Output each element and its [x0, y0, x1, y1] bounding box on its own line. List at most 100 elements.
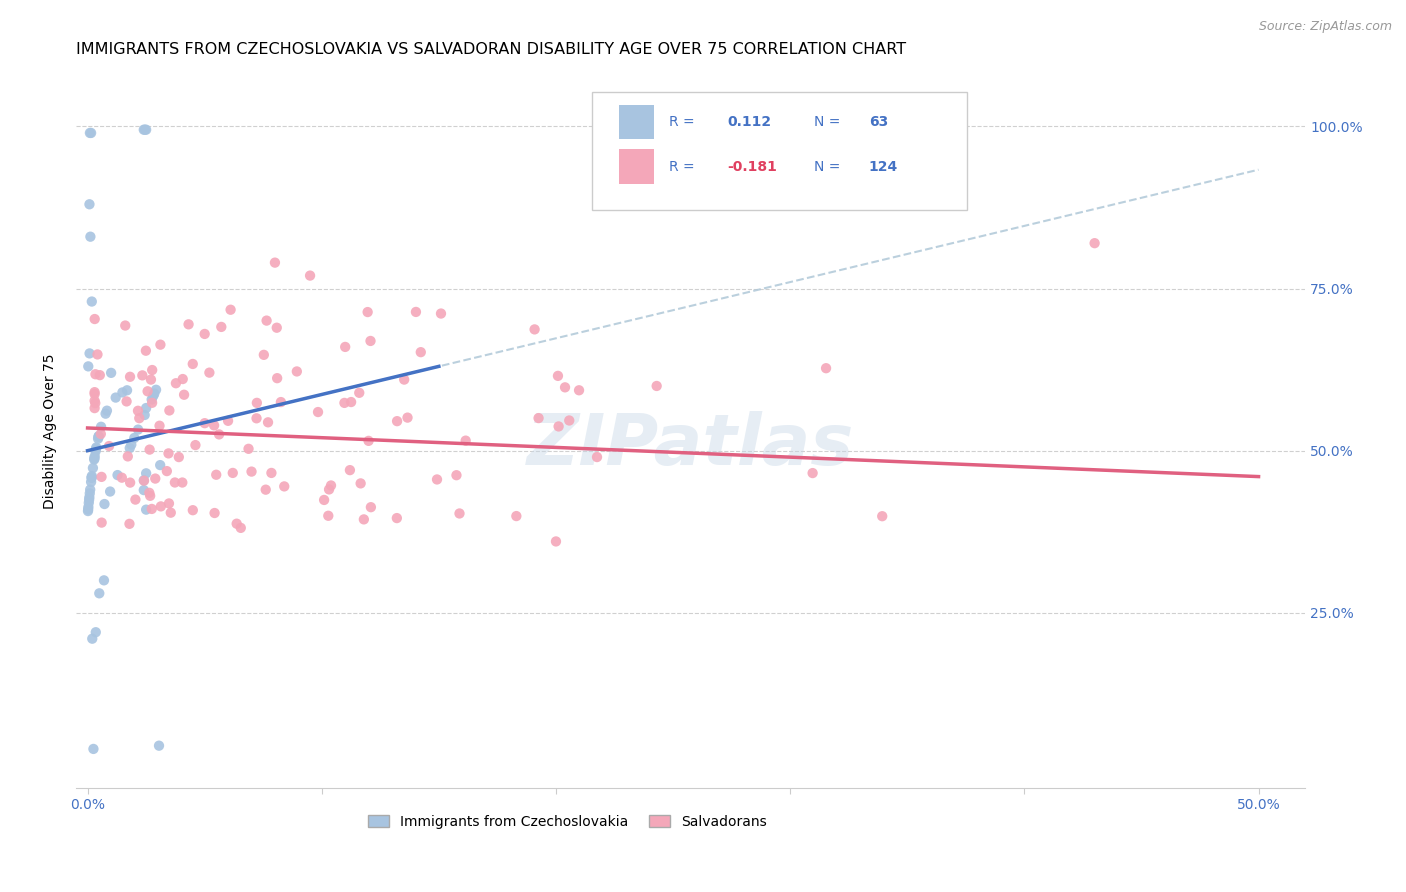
Point: [120, 475, 142, 490]
Point: [124, 431, 146, 445]
Point: [79, 126, 101, 140]
Point: [558, 413, 581, 427]
Point: [173, 388, 195, 402]
Point: [82, 742, 104, 756]
Text: IMMIGRANTS FROM CZECHOSLOVAKIA VS SALVADORAN DISABILITY AGE OVER 75 CORRELATION : IMMIGRANTS FROM CZECHOSLOVAKIA VS SALVAD…: [76, 42, 905, 57]
Point: [118, 369, 141, 384]
Point: [77, 492, 100, 507]
Point: [83, 452, 105, 467]
Point: [544, 534, 567, 549]
Point: [157, 403, 180, 417]
Point: [165, 376, 187, 391]
Point: [139, 489, 162, 503]
Point: [194, 416, 217, 430]
Point: [392, 373, 415, 387]
Point: [118, 441, 141, 455]
Point: [172, 475, 194, 490]
Point: [89, 368, 111, 383]
Point: [426, 473, 449, 487]
Point: [143, 386, 166, 401]
Point: [79, 346, 101, 360]
Point: [333, 396, 356, 410]
Point: [134, 122, 156, 136]
Point: [454, 434, 477, 448]
Point: [77, 359, 100, 374]
Point: [360, 334, 382, 348]
Point: [94, 407, 117, 421]
Point: [84, 396, 107, 410]
Point: [299, 268, 322, 283]
Y-axis label: Disability Age Over 75: Disability Age Over 75: [44, 353, 58, 509]
Point: [80, 126, 103, 140]
Point: [90, 470, 112, 484]
Point: [132, 474, 155, 488]
Point: [219, 302, 242, 317]
Point: [79, 491, 101, 505]
Point: [118, 516, 141, 531]
Point: [357, 434, 380, 448]
Point: [385, 511, 408, 525]
Point: [87, 430, 110, 444]
Point: [139, 373, 162, 387]
Point: [107, 468, 129, 483]
Point: [84, 442, 107, 456]
Point: [80, 294, 103, 309]
Point: [135, 467, 157, 481]
Point: [149, 458, 172, 472]
Point: [77, 504, 100, 518]
Point: [134, 408, 156, 422]
Point: [172, 372, 194, 386]
Point: [148, 739, 170, 753]
Point: [127, 423, 149, 437]
Point: [148, 418, 170, 433]
Point: [87, 432, 110, 446]
Point: [181, 503, 204, 517]
Point: [83, 451, 105, 466]
Point: [114, 318, 136, 333]
Point: [83, 450, 105, 464]
Point: [349, 385, 371, 400]
Point: [84, 368, 107, 382]
Point: [405, 305, 427, 319]
Point: [194, 326, 217, 341]
Point: [1084, 236, 1107, 251]
Point: [204, 506, 226, 520]
Point: [83, 385, 105, 400]
Point: [222, 466, 245, 480]
Point: [82, 461, 104, 475]
Point: [318, 483, 340, 497]
Text: ZIPatlas: ZIPatlas: [527, 411, 855, 480]
Point: [449, 507, 471, 521]
Point: [340, 395, 363, 409]
Point: [270, 395, 292, 409]
Point: [111, 385, 134, 400]
Point: [307, 405, 329, 419]
Point: [132, 122, 155, 136]
Point: [163, 475, 186, 490]
Point: [131, 368, 153, 383]
Point: [142, 389, 165, 403]
Point: [349, 476, 371, 491]
Point: [138, 442, 160, 457]
Point: [260, 466, 283, 480]
Point: [127, 404, 149, 418]
Point: [90, 419, 112, 434]
Point: [430, 307, 453, 321]
Point: [83, 312, 105, 326]
Point: [84, 625, 107, 640]
Point: [586, 450, 609, 464]
Point: [89, 586, 111, 600]
Point: [149, 500, 172, 514]
Point: [79, 483, 101, 497]
Point: [135, 502, 157, 516]
Point: [385, 414, 408, 428]
Point: [80, 475, 103, 489]
Point: [314, 492, 336, 507]
Point: [157, 496, 180, 510]
Point: [316, 508, 339, 523]
Point: [135, 343, 157, 358]
Point: [645, 379, 668, 393]
Point: [145, 383, 167, 397]
Point: [256, 313, 278, 327]
Point: [356, 305, 378, 319]
